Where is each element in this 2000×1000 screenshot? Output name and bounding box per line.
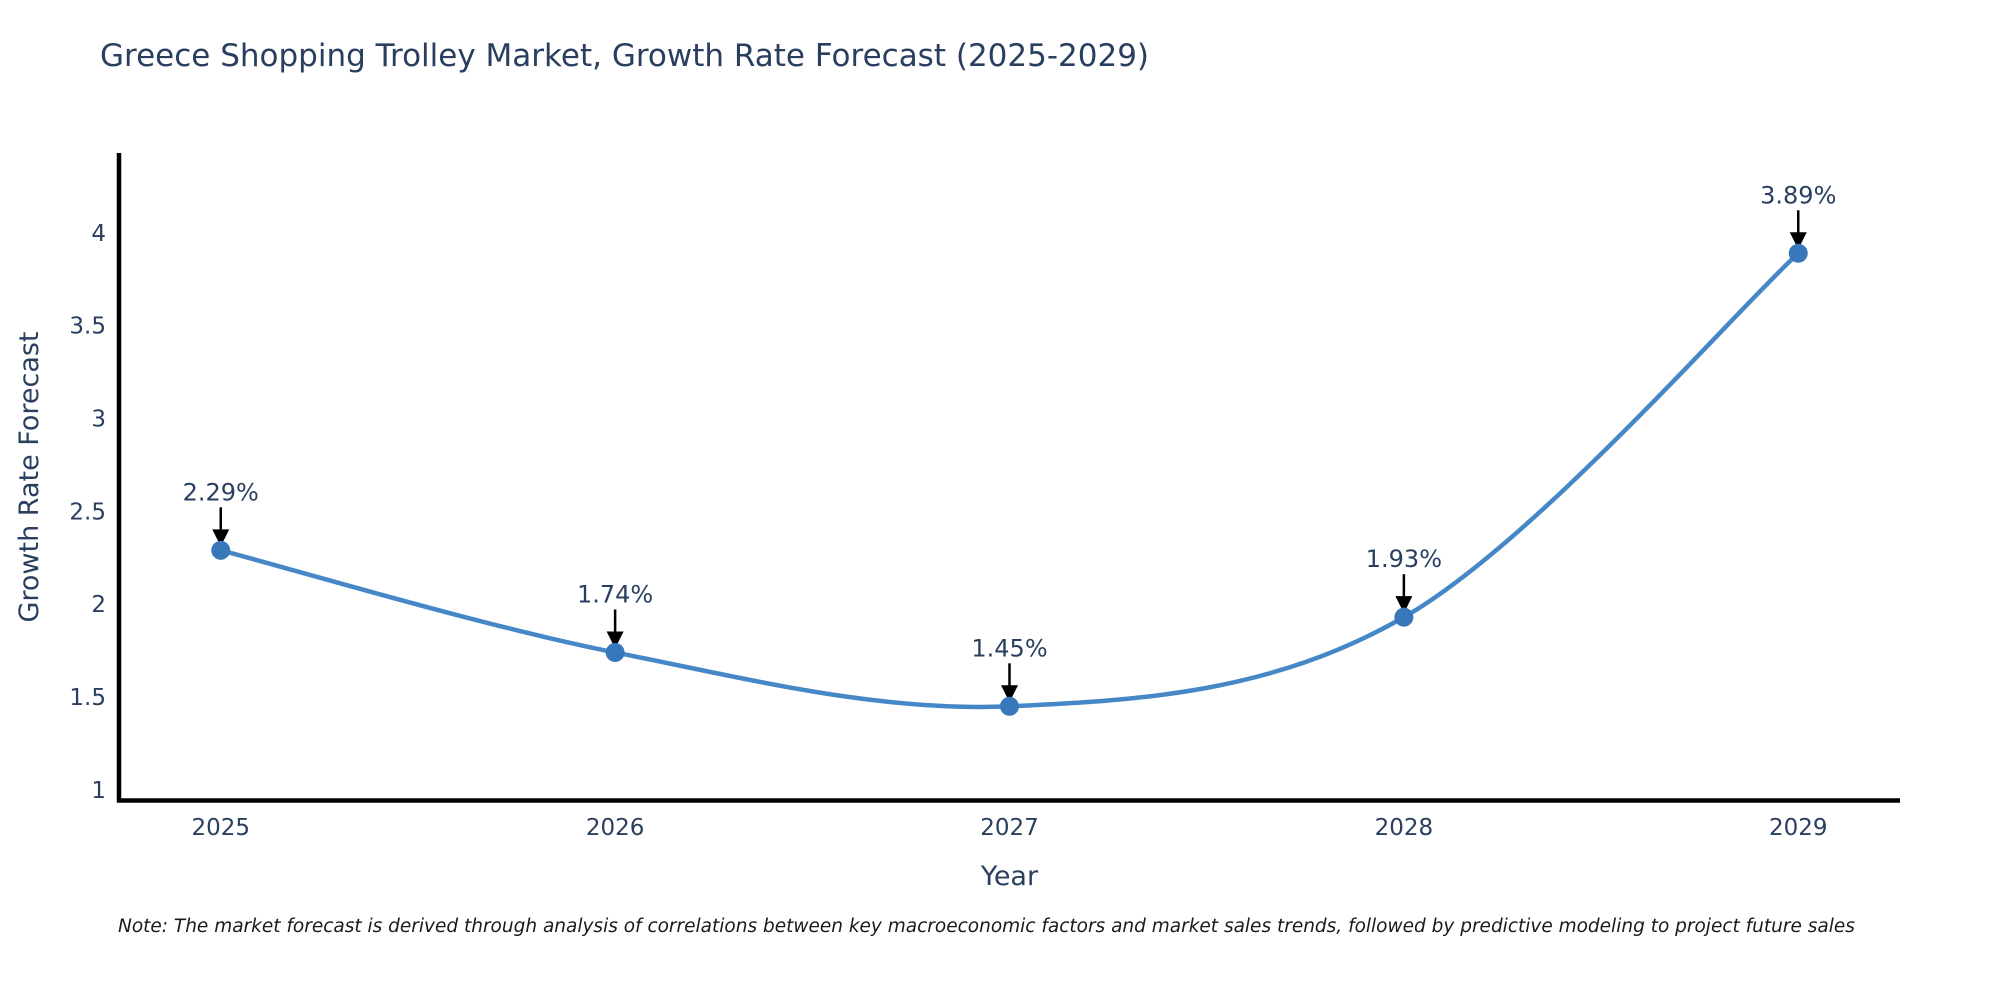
- footnote: Note: The market forecast is derived thr…: [118, 916, 1855, 937]
- x-tick-label: 2026: [586, 815, 645, 841]
- x-tick-label: 2025: [191, 815, 250, 841]
- x-tick-label: 2029: [1769, 815, 1828, 841]
- series-line: [218, 251, 1801, 710]
- data-point[interactable]: [1788, 243, 1808, 263]
- annotation-label: 3.89%: [1760, 181, 1836, 209]
- data-point[interactable]: [605, 642, 625, 662]
- data-point[interactable]: [1000, 696, 1019, 716]
- x-axis-title: Year: [980, 861, 1039, 892]
- y-tick-label: 2: [91, 592, 106, 618]
- data-point[interactable]: [211, 540, 231, 560]
- annotation-arrow-head: [212, 529, 230, 547]
- axis-lines: [116, 153, 1900, 803]
- x-tick-label: 2028: [1375, 815, 1434, 841]
- y-tick-label: 2.5: [69, 499, 106, 525]
- y-tick-label: 3: [91, 407, 106, 433]
- annotation-label: 1.74%: [577, 580, 653, 608]
- y-tick-label: 1.5: [69, 685, 106, 711]
- annotation-arrow-head: [1789, 232, 1807, 250]
- data-point[interactable]: [1394, 607, 1414, 627]
- chart-title: Greece Shopping Trolley Market, Growth R…: [100, 38, 1150, 74]
- annotation-arrow-head: [1395, 596, 1413, 614]
- x-tick-label: 2027: [980, 815, 1039, 841]
- annotation-label: 1.45%: [971, 634, 1047, 662]
- annotation-arrow-head: [606, 631, 624, 649]
- y-tick-label: 4: [91, 221, 106, 247]
- annotation-label: 1.93%: [1366, 545, 1442, 573]
- y-axis-title: Growth Rate Forecast: [14, 331, 45, 622]
- annotation-arrow-head: [1001, 685, 1018, 703]
- annotation-label: 2.29%: [183, 478, 259, 506]
- y-tick-label: 3.5: [69, 314, 106, 340]
- y-tick-label: 1: [91, 778, 106, 804]
